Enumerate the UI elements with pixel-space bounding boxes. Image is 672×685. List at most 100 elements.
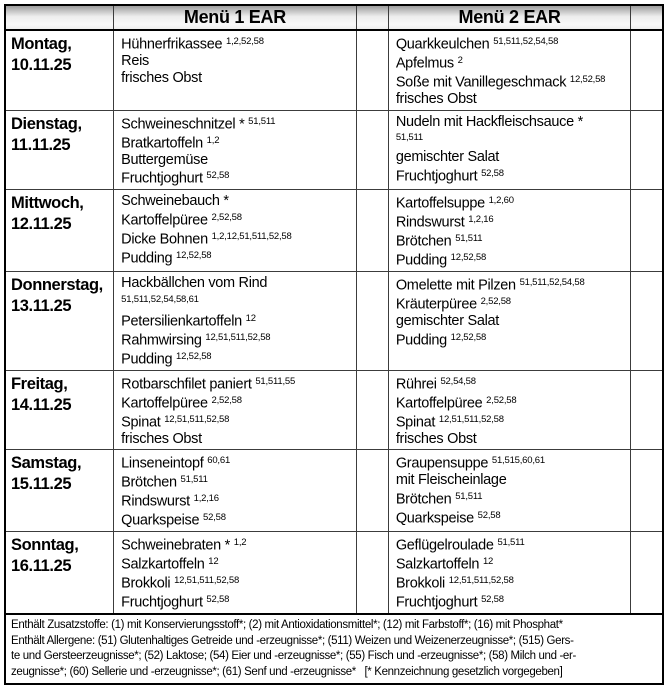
dish-name: gemischter Salat [395, 313, 500, 329]
menu1-cell: Schweinebraten * 1,2 Salzkartoffeln 12 Bro… [113, 531, 357, 615]
table-header-row: Menü 1 EAR Menü 2 EAR [4, 4, 664, 31]
day-date: 12.11.25 [11, 215, 72, 233]
additive-codes: 12,52,58 [450, 252, 487, 263]
day-date: 15.11.25 [11, 475, 72, 493]
dish-line: Pudding 12,52,58 [121, 349, 352, 368]
dish-line: Fruchtjoghurt 52,58 [396, 592, 627, 611]
dish-line: Nudeln mit Hackfleischsauce * [396, 114, 627, 131]
legend-line-allergens-2: te und Gersteerzeugnisse*; (52) Laktose;… [11, 650, 576, 663]
day-cell: Samstag, 15.11.25 [4, 449, 115, 532]
additive-codes: 12,52,58 [176, 350, 212, 362]
day-name: Freitag, [11, 374, 68, 393]
dish-name: Quarkspeise [121, 512, 200, 529]
menu2-cell: Nudeln mit Hackfleischsauce * 51,511 gemis… [387, 109, 632, 190]
dish-line: Kartoffelpüree 2,52,58 [121, 210, 352, 229]
additive-codes: 1,2,52,58 [225, 36, 264, 47]
dish-line: Salzkartoffeln 12 [121, 554, 352, 573]
menu-row: Samstag, 15.11.25 Linseneintopf 60,61 Brötc… [4, 449, 664, 532]
legend-line-additives: Enthält Zusatzstoffe: (1) mit Konservier… [11, 619, 563, 631]
dish-name: frisches Obst [121, 430, 202, 447]
spacer-cell [355, 29, 389, 111]
dish-name: Hühnerfrikassee [121, 36, 223, 53]
dish-line: Rindswurst 1,2,16 [396, 212, 627, 231]
dish-name: Pudding [395, 252, 447, 269]
spacer-column-header-1 [355, 4, 389, 31]
dish-line: Pudding 12,52,58 [396, 250, 627, 269]
menu-row: Donnerstag, 13.11.25 Hackbällchen vom Rind… [4, 271, 664, 371]
legend-line-allergens-1: Enthält Allergene: (51) Glutenhaltiges G… [11, 634, 574, 647]
additive-codes: 52,54,58 [440, 375, 476, 387]
additive-codes: 12 [208, 556, 219, 567]
additive-codes: 51,515,60,61 [491, 455, 545, 466]
dish-line: Kartoffelpüree 2,52,58 [396, 393, 627, 412]
dish-name: Reis [121, 53, 149, 69]
dish-line: Brokkoli 12,51,511,52,58 [396, 573, 627, 592]
additive-codes: 2,52,58 [211, 394, 242, 406]
day-name: Mittwoch, [11, 194, 84, 212]
dish-name: Soße mit Vanillegeschmack [395, 74, 567, 91]
dish-name: Apfelmus [395, 55, 454, 72]
dish-line: Pudding 12,52,58 [121, 248, 352, 267]
additive-codes: 12,52,58 [450, 331, 487, 343]
dish-line: Rührei 52,54,58 [396, 374, 627, 393]
legend-row: Enthält Zusatzstoffe: (1) mit Konservier… [4, 612, 664, 685]
day-cell: Montag, 10.11.25 [4, 29, 115, 111]
additive-codes: 2,52,58 [211, 211, 242, 223]
dish-name: Geflügelroulade [395, 537, 494, 554]
dish-line: Brötchen 51,511 [396, 489, 627, 508]
day-cell: Sonntag, 16.11.25 [4, 531, 115, 615]
dish-line: Reis [121, 53, 352, 70]
additive-codes: 52,58 [206, 594, 230, 605]
dish-line: 51,511 [396, 130, 627, 149]
dish-name: Kartoffelpüree [121, 395, 208, 411]
menu2-cell: Omelette mit Pilzen 51,511,52,54,58 Kräut… [387, 271, 632, 371]
day-name: Montag, [11, 35, 72, 53]
dish-line: Apfelmus 2 [396, 53, 627, 72]
dish-name: Schweinebauch * [121, 193, 229, 209]
dish-line: Hühnerfrikassee 1,2,52,58 [121, 34, 352, 53]
spacer-cell [355, 109, 389, 190]
dish-name: gemischter Salat [395, 149, 500, 165]
menu1-cell: Hühnerfrikassee 1,2,52,58 Reis frisches Ob… [113, 29, 357, 111]
dish-line: Quarkspeise 52,58 [121, 510, 352, 529]
day-date: 16.11.25 [11, 557, 72, 575]
dish-line: Dicke Bohnen 1,2,12,51,511,52,58 [121, 229, 352, 248]
dish-name: Fruchtjoghurt [395, 594, 478, 611]
dish-line: mit Fleischeinlage [396, 472, 627, 489]
menu-row: Dienstag, 11.11.25 Schweineschnitzel * 51,… [4, 109, 664, 190]
day-name: Samstag, [11, 454, 82, 472]
dish-name: Schweinebraten * [121, 537, 231, 554]
menu1-cell: Schweinebauch * Kartoffelpüree 2,52,58 Dic… [113, 189, 357, 272]
additive-codes: 51,511 [455, 233, 483, 244]
day-date: 10.11.25 [11, 56, 72, 74]
legend-cell: Enthält Zusatzstoffe: (1) mit Konservier… [4, 612, 664, 685]
additive-codes: 12,51,511,52,58 [448, 575, 514, 586]
spacer-cell [355, 531, 389, 615]
dish-name: Pudding [395, 332, 447, 348]
menu2-cell: Kartoffelsuppe 1,2,60 Rindswurst 1,2,16 Br… [387, 189, 632, 272]
dish-name: Rotbarschfilet paniert [121, 376, 252, 392]
additive-codes: 51,511 [395, 132, 423, 143]
dish-line: Spinat 12,51,511,52,58 [121, 412, 352, 431]
spacer-cell [630, 109, 664, 190]
day-cell: Freitag, 14.11.25 [4, 369, 115, 450]
additive-codes: 1,2 [233, 537, 247, 548]
dish-line: Kartoffelsuppe 1,2,60 [396, 193, 627, 212]
dish-line: 51,511,52,54,58,61 [121, 292, 352, 311]
dish-name: Kartoffelpüree [121, 212, 208, 228]
dish-line: Fruchtjoghurt 52,58 [121, 592, 352, 611]
menu-plan-page: Menü 1 EAR Menü 2 EAR Montag, 10.11.25 Hüh… [4, 4, 664, 685]
spacer-cell [630, 29, 664, 111]
day-date: 11.11.25 [11, 135, 71, 154]
dish-line: Rindswurst 1,2,16 [121, 491, 352, 510]
dish-name: Rahmwirsing [121, 332, 202, 348]
dish-name: Buttergemüse [121, 151, 208, 168]
spacer-column-header-2 [630, 4, 664, 31]
additive-codes: 1,2,16 [468, 214, 494, 225]
menu-row: Mittwoch, 12.11.25 Schweinebauch * Kartoffe… [4, 189, 664, 272]
dish-line: Graupensuppe 51,515,60,61 [396, 453, 627, 472]
additive-codes: 12,51,511,52,58 [438, 413, 504, 425]
dish-line: Buttergemüse [121, 152, 352, 169]
dish-name: Graupensuppe [395, 455, 489, 472]
dish-name: Schweineschnitzel * [121, 116, 245, 132]
